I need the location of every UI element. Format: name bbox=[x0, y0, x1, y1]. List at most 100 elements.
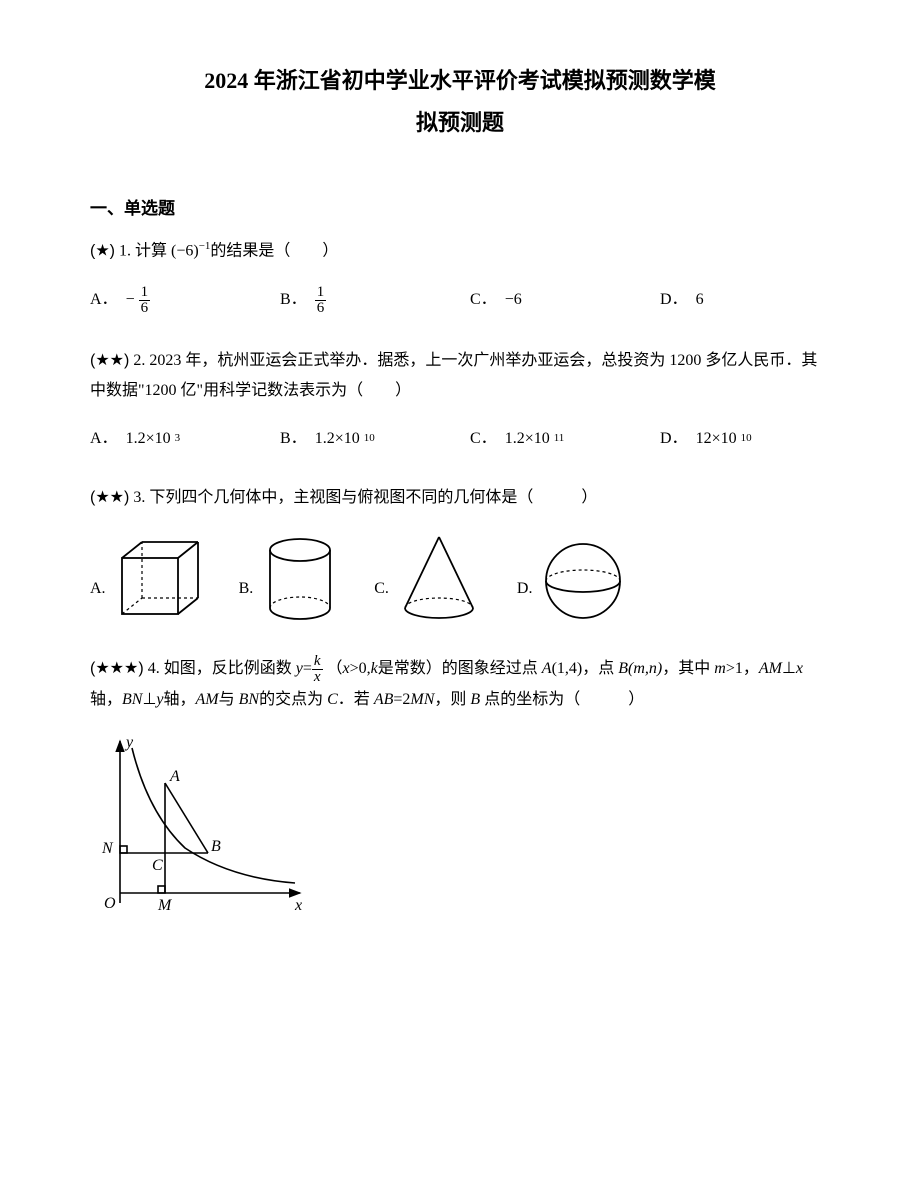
question-4: (★★★) 4. 如图，反比例函数 y=kx （x>0,k是常数）的图象经过点 … bbox=[90, 654, 830, 918]
q3-text: (★★) 3. 下列四个几何体中，主视图与俯视图不同的几何体是（ ） bbox=[90, 483, 830, 513]
question-3: (★★) 3. 下列四个几何体中，主视图与俯视图不同的几何体是（ ） A. bbox=[90, 483, 830, 623]
fig-x-label: x bbox=[294, 897, 302, 914]
q1-optA-frac: 1 6 bbox=[139, 285, 151, 316]
q2-body: 2023 年，杭州亚运会正式举办．据悉，上一次广州举办亚运会，总投资为 1200… bbox=[90, 352, 817, 399]
q2-optC-base: 1.2×10 bbox=[505, 425, 550, 454]
q1-text-before: 计算 (−6) bbox=[135, 243, 199, 260]
q1-optC-label: C． bbox=[470, 286, 497, 315]
q4-axis2: 轴， bbox=[164, 691, 196, 708]
q1-optB: B． 1 6 bbox=[280, 285, 470, 316]
q4-num: 4. bbox=[148, 660, 160, 677]
q1-optA: A． − 1 6 bbox=[90, 285, 280, 316]
q1-num: 1. bbox=[119, 243, 131, 260]
q3-optD: D. bbox=[517, 538, 627, 624]
q3-num: 3. bbox=[133, 489, 145, 506]
q1-optB-den: 6 bbox=[315, 301, 327, 316]
q4-AB: AB bbox=[374, 691, 394, 708]
q1-text: (★) 1. 计算 (−6)−1的结果是（ ） bbox=[90, 236, 830, 267]
q4-figure: y A N C B O M x bbox=[90, 733, 315, 918]
q4-eq-num: k bbox=[312, 654, 323, 670]
q3-optC-label: C. bbox=[374, 575, 389, 604]
page-title: 2024 年浙江省初中学业水平评价考试模拟预测数学模 拟预测题 bbox=[90, 60, 830, 144]
q4-text: (★★★) 4. 如图，反比例函数 y=kx （x>0,k是常数）的图象经过点 … bbox=[90, 654, 830, 715]
q4-p6: ．若 bbox=[338, 691, 374, 708]
fig-N-label: N bbox=[101, 840, 114, 857]
q4-BN: BN bbox=[122, 691, 142, 708]
title-line-2: 拟预测题 bbox=[416, 110, 504, 135]
q1-optB-label: B． bbox=[280, 286, 307, 315]
cylinder-icon bbox=[261, 536, 339, 624]
q3-optB-label: B. bbox=[239, 575, 254, 604]
q4-p7: ，则 bbox=[434, 691, 470, 708]
title-line-1: 2024 年浙江省初中学业水平评价考试模拟预测数学模 bbox=[204, 68, 716, 93]
question-2: (★★) 2. 2023 年，杭州亚运会正式举办．据悉，上一次广州举办亚运会，总… bbox=[90, 346, 830, 454]
q2-optC-exp: 11 bbox=[554, 429, 565, 449]
q4-p5: 的交点为 bbox=[259, 691, 327, 708]
q2-text: (★★) 2. 2023 年，杭州亚运会正式举办．据悉，上一次广州举办亚运会，总… bbox=[90, 346, 830, 407]
q4-pB-coord: (m,n) bbox=[628, 660, 662, 677]
q1-optD: D． 6 bbox=[660, 286, 704, 315]
q2-optD-exp: 10 bbox=[741, 429, 752, 449]
q4-perp2: ⊥ bbox=[142, 691, 156, 708]
q2-num: 2. bbox=[133, 352, 145, 369]
q2-optA-base: 1.2×10 bbox=[126, 425, 171, 454]
q1-text-after: 的结果是（ ） bbox=[210, 243, 338, 260]
q4-cond1-rest: >0, bbox=[350, 660, 371, 677]
q3-optC: C. bbox=[374, 532, 482, 624]
q4-eq-den: x bbox=[312, 670, 323, 685]
q2-optB-label: B． bbox=[280, 425, 307, 454]
q4-m-rest: >1， bbox=[726, 660, 759, 677]
q3-optA: A. bbox=[90, 536, 204, 624]
q4-p2: （ bbox=[327, 660, 343, 677]
q2-optA-exp: 3 bbox=[175, 429, 181, 449]
q1-optA-den: 6 bbox=[139, 301, 151, 316]
q4-m: m bbox=[714, 660, 726, 677]
q4-pA-coord: (1,4) bbox=[552, 660, 583, 677]
q1-optD-val: 6 bbox=[696, 286, 704, 315]
fig-B-label: B bbox=[211, 838, 221, 855]
q2-optC: C． 1.2×1011 bbox=[470, 425, 660, 454]
q4-ax-x: x bbox=[796, 660, 803, 677]
q3-optA-label: A. bbox=[90, 575, 106, 604]
cube-icon bbox=[114, 536, 204, 624]
q2-optB: B． 1.2×1010 bbox=[280, 425, 470, 454]
fig-O-label: O bbox=[104, 895, 116, 912]
q1-optA-label: A． bbox=[90, 286, 118, 315]
q4-stars: (★★★) bbox=[90, 660, 144, 677]
q4-eq-frac: kx bbox=[312, 654, 323, 685]
q4-cond1-x: x bbox=[343, 660, 350, 677]
q2-optB-exp: 10 bbox=[364, 429, 375, 449]
q4-p3: ，点 bbox=[582, 660, 618, 677]
section-header: 一、单选题 bbox=[90, 194, 830, 225]
q1-exp: −1 bbox=[199, 240, 211, 252]
q4-perp1: ⊥ bbox=[782, 660, 796, 677]
q2-optA: A． 1.2×103 bbox=[90, 425, 280, 454]
q4-MN: MN bbox=[410, 691, 434, 708]
q3-options: A. B. bbox=[90, 532, 830, 624]
q3-optD-label: D. bbox=[517, 575, 533, 604]
q3-body: 下列四个几何体中，主视图与俯视图不同的几何体是（ ） bbox=[149, 489, 597, 506]
q4-cond2-rest: 是常数）的图象经过点 bbox=[378, 660, 542, 677]
q4-AM2: AM bbox=[196, 691, 219, 708]
q1-optA-sign: − bbox=[126, 286, 135, 315]
q2-optA-label: A． bbox=[90, 425, 118, 454]
q2-optD: D． 12×1010 bbox=[660, 425, 752, 454]
fig-A-label: A bbox=[169, 768, 180, 785]
question-1: (★) 1. 计算 (−6)−1的结果是（ ） A． − 1 6 B． 1 6 … bbox=[90, 236, 830, 316]
q1-optD-label: D． bbox=[660, 286, 688, 315]
q4-and: 与 bbox=[219, 691, 239, 708]
q4-axis1: 轴， bbox=[90, 691, 122, 708]
q2-optB-base: 1.2×10 bbox=[315, 425, 360, 454]
q2-optD-base: 12×10 bbox=[696, 425, 737, 454]
q4-p8: 点的坐标为（ ） bbox=[480, 691, 644, 708]
fig-M-label: M bbox=[157, 897, 173, 914]
q4-p4: ，其中 bbox=[662, 660, 714, 677]
q4-pC: C bbox=[327, 691, 338, 708]
q2-stars: (★★) bbox=[90, 352, 129, 369]
q4-AM: AM bbox=[759, 660, 782, 677]
q4-p1: 如图，反比例函数 bbox=[164, 660, 296, 677]
q4-pB2: B bbox=[470, 691, 480, 708]
q1-optC: C． −6 bbox=[470, 286, 660, 315]
q1-optA-num: 1 bbox=[139, 285, 151, 301]
q4-eq2: =2 bbox=[393, 691, 410, 708]
